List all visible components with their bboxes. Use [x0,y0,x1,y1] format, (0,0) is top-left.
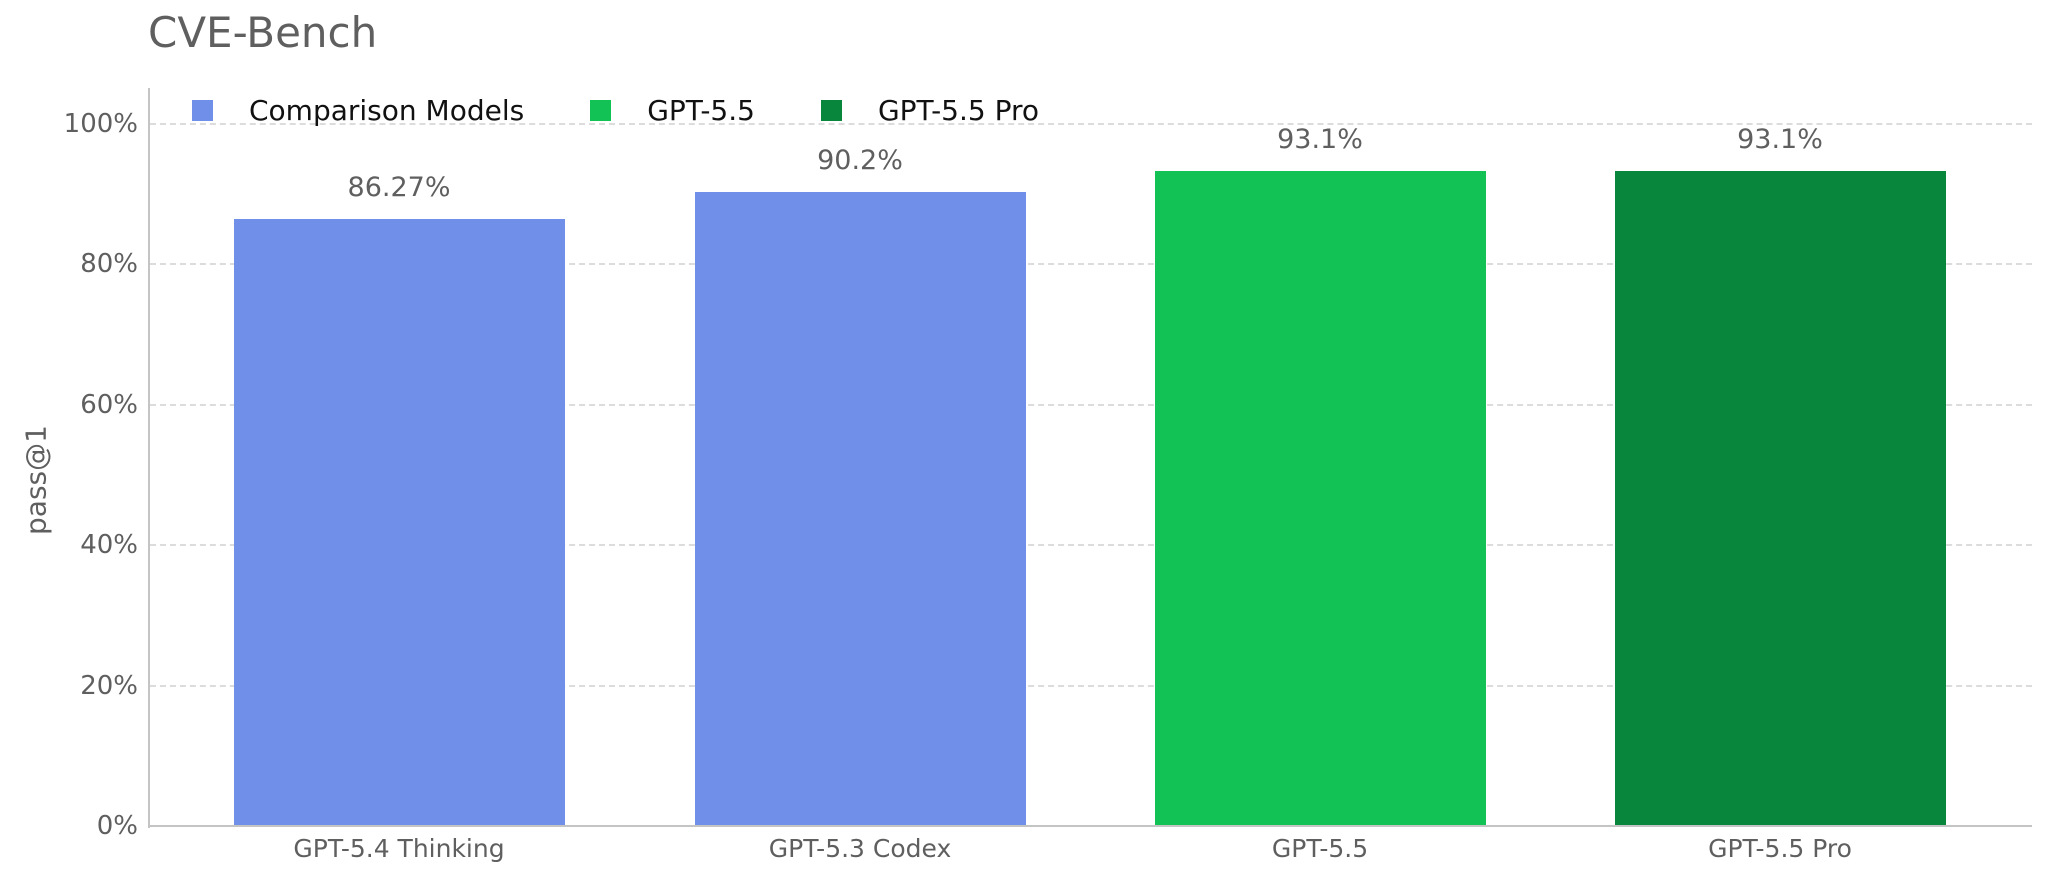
bar [1154,171,1486,825]
gridline [150,544,2032,547]
gridline [150,684,2032,687]
gridline [150,123,2032,125]
bar-value-label: 93.1% [1277,124,1363,156]
bar [694,191,1026,825]
legend-item: Comparison Models [192,94,524,127]
legend-item: GPT-5.5 [590,94,755,127]
x-tick-label: GPT-5.5 Pro [1708,834,1852,863]
bar [1614,171,1946,825]
legend-item: GPT-5.5 Pro [820,94,1040,127]
legend: Comparison Models GPT-5.5 GPT-5.5 Pro [192,94,1105,127]
plot-area: 0% 20% 40% 60% 80% 100% 86.27% GPT-5.4 Thinking… [64,88,2032,863]
y-tick-label: 0% [96,811,138,841]
bar-value-label: 86.27% [347,172,451,204]
gridline [150,403,2032,406]
x-tick-label: GPT-5.4 Thinking [293,834,505,863]
chart-title: CVE-Bench [148,8,378,57]
y-axis-line [148,88,150,828]
y-tick-label: 80% [80,249,138,280]
legend-label: Comparison Models [249,94,525,127]
y-tick-label: 40% [80,530,138,561]
legend-label: GPT-5.5 [647,94,755,127]
gridline [150,263,2032,266]
y-tick-label: 60% [80,389,138,420]
legend-swatch-icon [820,100,842,121]
legend-swatch-icon [590,100,612,121]
bar-value-label: 93.1% [1737,124,1823,156]
y-axis-label: pass@1 [19,425,53,535]
y-tick-label: 100% [63,109,138,139]
x-axis-line [148,825,2032,827]
bar [233,219,565,825]
legend-swatch-icon [192,100,213,121]
bar-value-label: 90.2% [817,144,903,176]
legend-label: GPT-5.5 Pro [877,94,1040,127]
x-tick-label: GPT-5.3 Codex [768,834,952,863]
y-tick-label: 20% [80,670,138,701]
x-tick-label: GPT-5.5 [1271,834,1369,863]
